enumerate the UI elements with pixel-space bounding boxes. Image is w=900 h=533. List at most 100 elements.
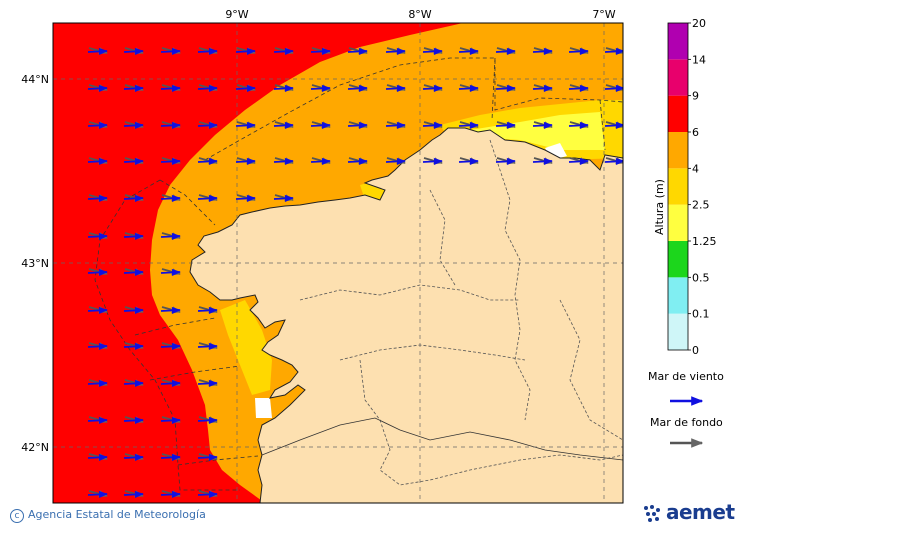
wind-sea-direction-arrow <box>235 47 256 56</box>
wind-sea-direction-arrow <box>604 157 623 166</box>
wind-sea-direction-arrow <box>87 379 108 388</box>
wind-sea-direction-arrow <box>347 121 368 130</box>
wind-sea-direction-arrow <box>123 268 144 277</box>
colorbar-swatch <box>668 241 688 278</box>
wind-sea-direction-arrow <box>458 84 479 93</box>
wind-sea-direction-arrow <box>87 232 108 241</box>
wind-sea-direction-arrow <box>347 84 368 93</box>
province-borders <box>299 139 623 486</box>
wind-sea-direction-arrow <box>310 84 331 93</box>
river-minho <box>261 417 623 461</box>
wind-sea-direction-arrow <box>235 121 256 130</box>
agency-credit: c Agencia Estatal de Meteorología <box>10 508 206 523</box>
legend-colorbar: 0 0.1 0.5 1.25 2.5 4 6 9 14 20 <box>667 17 717 357</box>
copyright-icon: c <box>10 509 24 523</box>
wind-sea-direction-arrow <box>160 342 181 351</box>
wind-sea-direction-arrow <box>87 194 108 203</box>
wind-sea-direction-arrow <box>160 84 181 93</box>
wind-sea-direction-arrow <box>458 47 479 56</box>
wind-sea-direction-arrow <box>273 84 294 93</box>
wind-sea-direction-arrow <box>160 306 181 315</box>
aemet-logo-text: aemet <box>666 500 735 524</box>
wind-sea-direction-arrow <box>87 47 108 56</box>
colorbar-swatch <box>668 277 688 314</box>
agency-credit-text: Agencia Estatal de Meteorología <box>28 508 206 521</box>
wind-sea-direction-arrow <box>347 47 368 56</box>
wind-sea-direction-arrow <box>123 490 144 499</box>
colorbar-swatch <box>668 132 688 169</box>
wind-sea-direction-arrow <box>123 194 144 203</box>
lat-label-44n: 44°N <box>21 73 49 86</box>
lat-label-42n: 42°N <box>21 441 49 454</box>
wind-sea-direction-arrow <box>197 121 218 130</box>
lat-axis-labels: 44°N 43°N 42°N <box>21 73 49 454</box>
wind-sea-direction-arrow <box>197 194 218 203</box>
map-frame <box>52 22 624 504</box>
sea-yellow-west <box>220 300 272 395</box>
wind-sea-direction-arrow <box>422 121 443 130</box>
wind-sea-direction-arrow <box>87 453 108 462</box>
colorbar-level-label: 0.5 <box>692 271 710 284</box>
legend-title: Altura (m) <box>653 179 666 235</box>
wind-sea-direction-arrow <box>197 306 218 315</box>
wave-direction-arrows <box>87 47 623 499</box>
colorbar-level-label: 2.5 <box>692 199 710 212</box>
wind-sea-direction-arrow <box>532 47 553 56</box>
colorbar-level-label: 20 <box>692 17 706 30</box>
wind-sea-direction-arrow <box>160 121 181 130</box>
colorbar-swatch <box>668 204 688 241</box>
wind-sea-direction-arrow <box>160 379 181 388</box>
wind-sea-direction-arrow <box>458 121 479 130</box>
lon-axis-labels: 9°W 8°W 7°W <box>225 8 615 21</box>
colorbar-swatch <box>668 95 688 132</box>
wind-sea-direction-arrow <box>495 157 516 166</box>
wind-sea-direction-arrow <box>310 47 331 56</box>
graticule <box>53 23 623 503</box>
wind-sea-direction-arrow <box>495 47 516 56</box>
wind-sea-direction-arrow <box>87 490 108 499</box>
wind-sea-direction-arrow <box>123 121 144 130</box>
colorbar-level-label: 0 <box>692 344 699 357</box>
colorbar-level-label: 9 <box>692 90 699 103</box>
wind-sea-direction-arrow <box>385 47 406 56</box>
wind-sea-direction-arrow <box>532 157 553 166</box>
colorbar-swatch <box>668 23 688 60</box>
colorbar-swatch <box>668 313 688 350</box>
wind-sea-direction-arrow <box>123 379 144 388</box>
lon-label-7w: 7°W <box>592 8 615 21</box>
wind-sea-direction-arrow <box>495 121 516 130</box>
wind-sea-direction-arrow <box>160 232 181 241</box>
wind-sea-direction-arrow <box>604 121 623 130</box>
wind-sea-direction-arrow <box>568 84 589 93</box>
lon-label-8w: 8°W <box>408 8 431 21</box>
wind-sea-direction-arrow <box>532 121 553 130</box>
lat-label-43n: 43°N <box>21 257 49 270</box>
wind-sea-direction-arrow <box>458 157 479 166</box>
wind-sea-direction-arrow <box>160 194 181 203</box>
wind-sea-direction-arrow <box>273 121 294 130</box>
wind-sea-direction-arrow <box>197 416 218 425</box>
wind-sea-direction-arrow <box>160 453 181 462</box>
wind-sea-direction-arrow <box>347 157 368 166</box>
colorbar-level-label: 0.1 <box>692 308 710 321</box>
wind-sea-direction-arrow <box>87 268 108 277</box>
colorbar-level-label: 14 <box>692 53 706 66</box>
colorbar-frame <box>667 22 689 351</box>
wind-sea-direction-arrow <box>160 47 181 56</box>
wind-sea-direction-arrow <box>604 47 623 56</box>
wind-sea-direction-arrow <box>160 157 181 166</box>
wind-sea-direction-arrow <box>87 416 108 425</box>
wind-sea-direction-arrow <box>568 157 589 166</box>
wind-sea-direction-arrow <box>197 84 218 93</box>
wind-sea-direction-arrow <box>235 84 256 93</box>
wind-sea-direction-arrow <box>160 268 181 277</box>
wind-sea-direction-arrow <box>422 47 443 56</box>
wind-sea-direction-arrow <box>197 379 218 388</box>
wind-sea-direction-arrow <box>123 157 144 166</box>
colorbar-level-label: 4 <box>692 162 699 175</box>
wind-sea-label: Mar de viento <box>648 370 724 383</box>
wind-sea-direction-arrow <box>197 490 218 499</box>
wind-sea-direction-arrow <box>87 84 108 93</box>
wind-sea-direction-arrow <box>87 306 108 315</box>
